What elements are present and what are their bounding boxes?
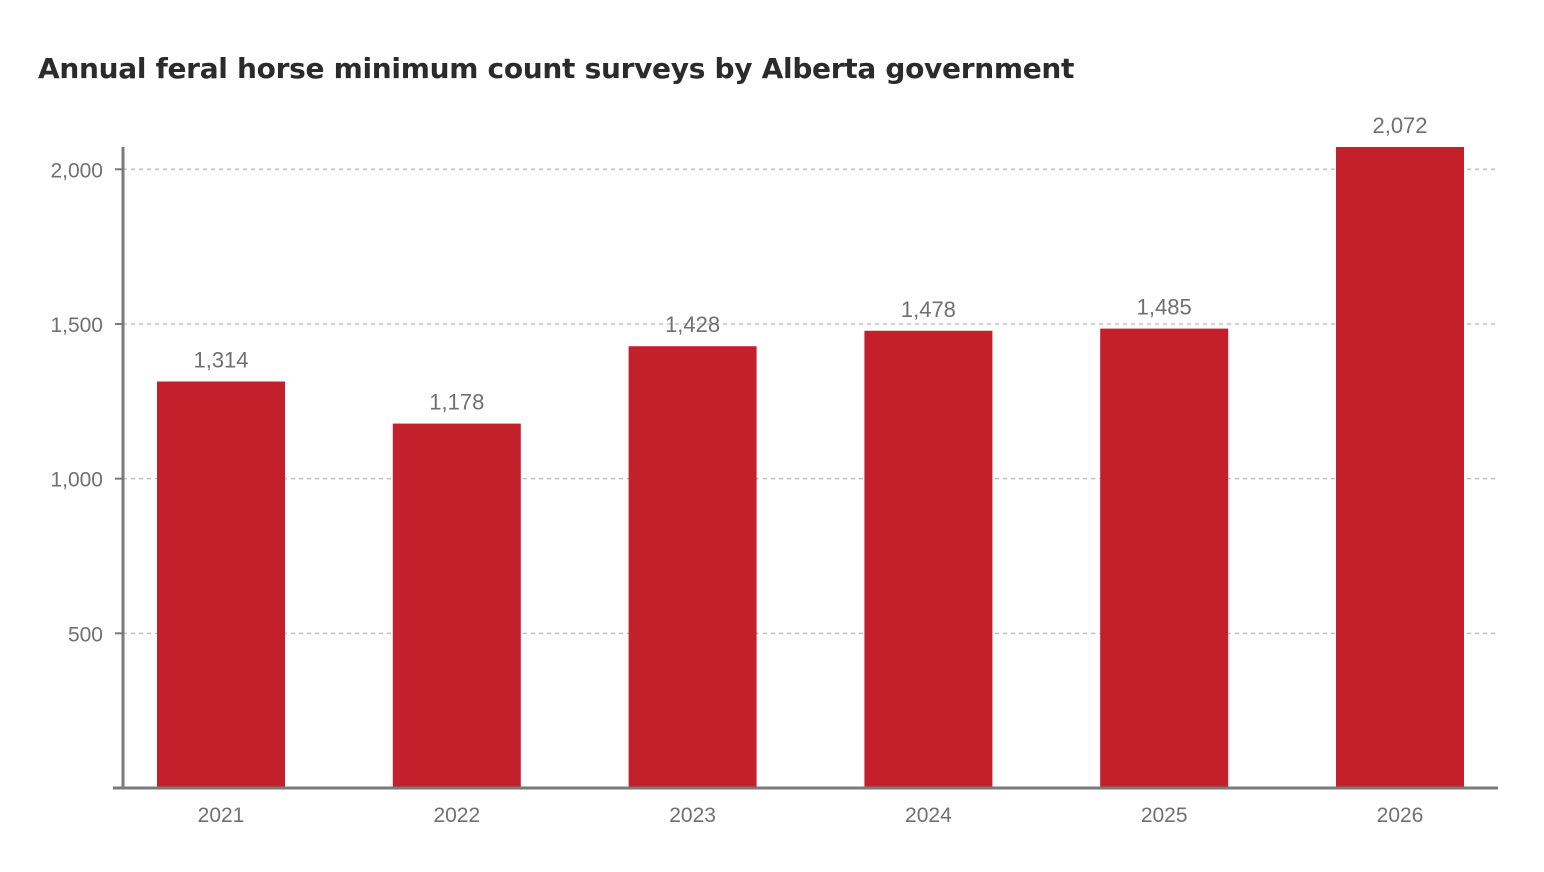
bar	[392, 423, 521, 788]
x-tick-label: 2026	[1377, 804, 1424, 827]
data-label: 1,428	[665, 312, 720, 337]
data-label: 1,478	[901, 297, 956, 322]
y-tick-label: 2,000	[50, 159, 103, 182]
data-labels: 1,314 1,178 1,428 1,478 1,485 2,072	[193, 113, 1427, 415]
y-tick-labels: 500 1,000 1,500 2,000	[50, 159, 103, 646]
y-tick-label: 1,500	[50, 314, 103, 337]
x-tick-label: 2022	[433, 804, 480, 827]
chart-title: Annual feral horse minimum count surveys…	[38, 52, 1075, 85]
bars	[157, 147, 1464, 788]
bar	[1336, 147, 1464, 788]
bar	[628, 346, 757, 788]
data-label: 1,485	[1137, 295, 1192, 320]
bar	[864, 330, 993, 788]
x-tick-labels: 2021 2022 2023 2024 2025 2026	[198, 804, 1424, 827]
x-tick-label: 2023	[669, 804, 716, 827]
x-tick-label: 2024	[905, 804, 952, 827]
bar	[157, 381, 285, 788]
axes	[113, 147, 1498, 790]
y-tick-label: 500	[68, 623, 103, 646]
x-tick-label: 2021	[198, 804, 245, 827]
data-label: 2,072	[1372, 113, 1427, 138]
y-tick-label: 1,000	[50, 469, 103, 492]
bar	[1100, 328, 1229, 788]
data-label: 1,178	[429, 390, 484, 415]
gridlines	[115, 168, 1496, 635]
x-tick-label: 2025	[1141, 804, 1188, 827]
data-label: 1,314	[193, 348, 248, 373]
